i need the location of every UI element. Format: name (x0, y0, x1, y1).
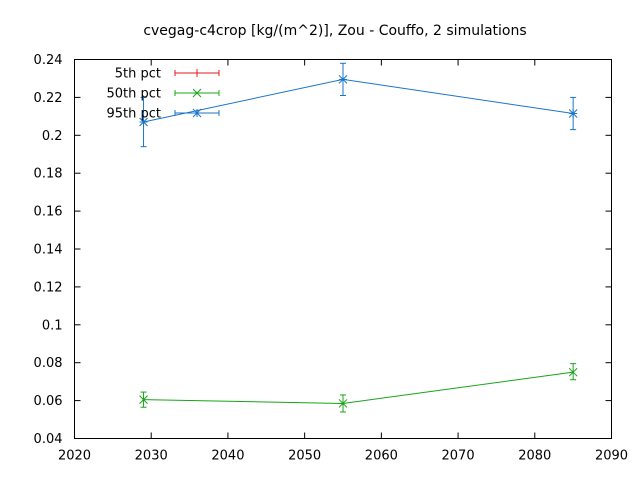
legend-item: 95th pct (106, 107, 220, 122)
x-tick-label: 2040 (211, 449, 244, 464)
data-point (139, 395, 148, 405)
data-point (568, 367, 578, 377)
y-tick-label: 0.2 (42, 129, 63, 144)
data-point (139, 117, 148, 127)
x-tick-label: 2030 (135, 449, 168, 464)
chart-title: cvegag-c4crop [kg/(m^2)], Zou - Couffo, … (143, 23, 526, 39)
legend-marker (193, 69, 201, 77)
series-line (143, 371, 574, 404)
x-tick-label: 2060 (365, 449, 398, 464)
legend-marker (192, 108, 202, 118)
x-tick-label: 2070 (442, 449, 475, 464)
legend-item: 5th pct (115, 67, 220, 82)
legend-label: 5th pct (115, 67, 161, 82)
y-tick-label: 0.12 (34, 280, 63, 295)
series-95th-pct (139, 62, 578, 148)
y-tick-label: 0.14 (34, 243, 63, 258)
legend-marker (192, 88, 202, 98)
axes: 2020 2030 2040 2050 2060 2070 2080 2090 0.04 0.06… (34, 53, 629, 464)
series-line (143, 78, 574, 123)
y-tick-label: 0.24 (34, 53, 63, 68)
data-point (338, 399, 348, 408)
y-tick-label: 0.08 (34, 356, 63, 371)
series-50th-pct (139, 363, 578, 413)
y-tick-label: 0.04 (34, 432, 63, 447)
y-tick-label: 0.16 (34, 205, 63, 220)
y-tick-label: 0.18 (34, 167, 63, 182)
legend-label: 50th pct (106, 87, 161, 102)
x-tick-label: 2080 (518, 449, 551, 464)
legend: 5th pct 50th pct 95th pct (106, 67, 220, 122)
y-tick-label: 0.06 (34, 394, 63, 409)
y-tick-label: 0.22 (34, 91, 63, 106)
legend-item: 50th pct (106, 87, 220, 102)
data-point (338, 75, 348, 84)
legend-label: 95th pct (106, 107, 161, 122)
data-point (568, 109, 578, 118)
series-layer (139, 62, 578, 413)
x-tick-label: 2090 (595, 449, 628, 464)
x-tick-label: 2020 (58, 449, 91, 464)
y-tick-label: 0.1 (42, 318, 63, 333)
x-tick-label: 2050 (288, 449, 321, 464)
